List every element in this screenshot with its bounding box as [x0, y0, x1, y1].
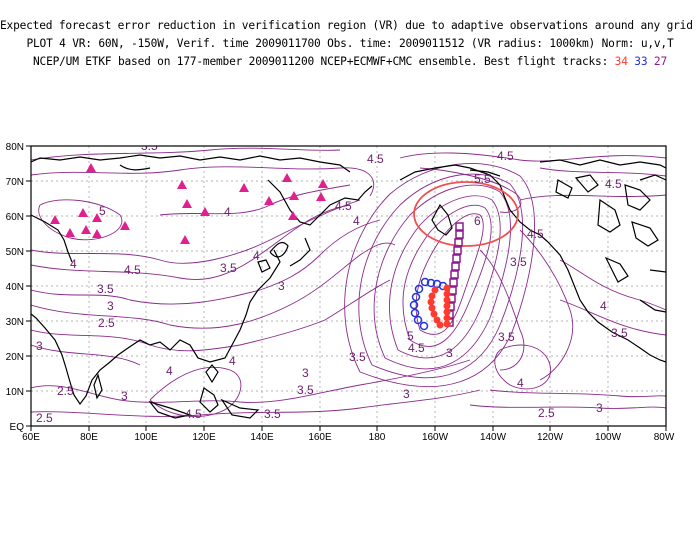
contour-label: 4: [224, 205, 231, 219]
track-label-27: 27: [653, 55, 667, 68]
contour-label: 3.5: [611, 326, 628, 340]
x-axis-labels: 60E 80E 100E 120E 140E 160E 180 160W 140…: [22, 432, 675, 443]
x-tick-label: 80E: [80, 432, 98, 443]
contour-label: 4.5: [124, 263, 141, 277]
y-tick-label: 70N: [6, 177, 24, 188]
contour-label: 3.5: [220, 261, 237, 275]
y-tick-label: 50N: [6, 247, 24, 258]
y-axis-labels: EQ 10N 20N 30N 40N 50N 60N 70N 80N: [6, 142, 25, 433]
title-line-3: NCEP/UM ETKF based on 177-member 2009011…: [0, 55, 700, 68]
contour-label: 5: [99, 204, 106, 218]
contour-label: 3.5: [141, 139, 158, 153]
contour-label: 5.5: [474, 172, 491, 186]
track-label-34: 34: [614, 55, 628, 68]
contour-label: 3.5: [297, 383, 314, 397]
coastlines: [31, 154, 666, 419]
contour-label: 4: [229, 354, 236, 368]
contour-label: 3: [278, 279, 285, 293]
track-label-33: 33: [634, 55, 648, 68]
contour-label: 3: [596, 401, 603, 415]
contour-label: 4: [353, 214, 360, 228]
contour-label: 3: [107, 299, 114, 313]
contour-label: 3: [446, 346, 453, 360]
contour-label: 2.5: [36, 411, 53, 425]
x-tick-label: 180: [369, 432, 386, 443]
y-tick-label: 40N: [6, 282, 24, 293]
contour-label: 6: [474, 214, 481, 228]
contour-label: 4: [70, 257, 77, 271]
contour-label: 4: [166, 364, 173, 378]
y-tick-label: 60N: [6, 212, 24, 223]
x-tick-label: 120E: [192, 432, 216, 443]
x-tick-label: 140W: [480, 432, 507, 443]
contour-label: 4.5: [497, 149, 514, 163]
contour-label: 3: [121, 389, 128, 403]
y-tick-label: 10N: [6, 387, 24, 398]
title-line-1: Expected forecast error reduction in ver…: [0, 19, 700, 32]
x-tick-label: 160W: [422, 432, 449, 443]
contour-label: 4.5: [527, 227, 544, 241]
contour-label: 4.5: [185, 407, 202, 421]
x-tick-label: 80W: [654, 432, 675, 443]
contour-label: 4.5: [335, 199, 352, 213]
axis-ticks: [26, 145, 667, 431]
contour-label: 4: [517, 376, 524, 390]
contour-label: 4: [253, 249, 260, 263]
x-tick-label: 100W: [595, 432, 622, 443]
contour-labels: 4.5 4.5 5.5 4.5 5 4 4 6 4.5 4.5 4 4 4.5 …: [36, 139, 628, 425]
contour-label: 3.5: [510, 255, 527, 269]
y-tick-label: 80N: [6, 142, 24, 153]
contour-label: 2.5: [538, 406, 555, 420]
contour-lines: [31, 147, 666, 417]
flight-track-33: [409, 277, 448, 331]
contour-label: 3.5: [97, 282, 114, 296]
contour-label: 3: [36, 339, 43, 353]
contour-label: 4.5: [605, 177, 622, 191]
x-tick-label: 120W: [537, 432, 564, 443]
contour-label: 2.5: [98, 316, 115, 330]
title-line-2: PLOT 4 VR: 60N, -150W, Verif. time 20090…: [26, 37, 674, 50]
contour-label: 4.5: [367, 152, 384, 166]
contour-label: 5: [407, 329, 414, 343]
title-line-3-prefix: NCEP/UM ETKF based on 177-member 2009011…: [33, 55, 609, 68]
flight-track-34: [427, 284, 451, 329]
y-tick-label: 30N: [6, 317, 24, 328]
y-tick-label: 20N: [6, 352, 24, 363]
x-tick-label: 140E: [250, 432, 274, 443]
contour-label: 3: [403, 387, 410, 401]
y-tick-label: EQ: [10, 422, 25, 433]
contour-label: 4: [600, 299, 607, 313]
contour-label: 3: [302, 366, 309, 380]
contour-label: 2.5: [57, 384, 74, 398]
grid: [31, 146, 666, 426]
verification-region-circle: [413, 181, 519, 247]
contour-label: 3.5: [349, 350, 366, 364]
contour-label: 4.5: [408, 341, 425, 355]
flight-track-27: [445, 222, 464, 327]
x-tick-label: 60E: [22, 432, 40, 443]
x-tick-label: 100E: [134, 432, 158, 443]
contour-label: 3.5: [264, 407, 281, 421]
observation-sites: [50, 163, 328, 244]
contour-label: 3.5: [498, 330, 515, 344]
x-tick-label: 160E: [308, 432, 332, 443]
